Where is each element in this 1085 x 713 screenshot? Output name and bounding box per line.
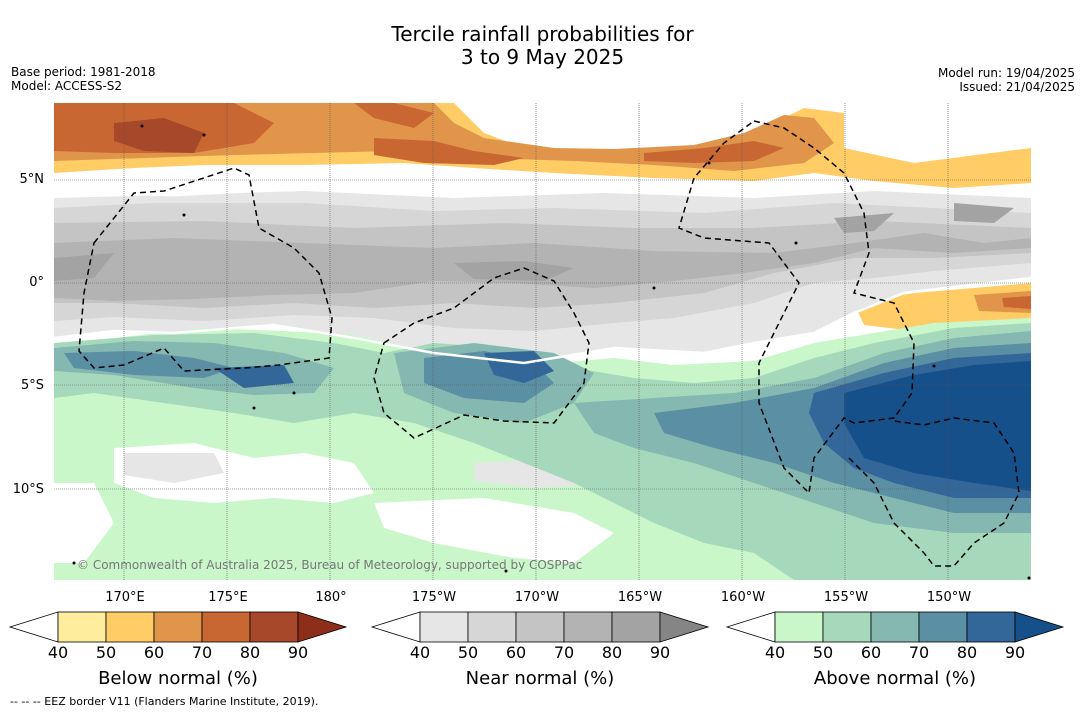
- cbar-above-tick: 50: [812, 643, 834, 662]
- cbar-near-tick: 90: [649, 643, 671, 662]
- cbar-below-seg-2: [105, 611, 155, 643]
- model-run: Model run: 19/04/2025: [937, 66, 1075, 80]
- lat-label-10s: 10°S: [12, 482, 44, 497]
- cbar-below-tick: 40: [47, 643, 69, 662]
- cbar-below-seg-6: [297, 611, 348, 643]
- colorbar-above-normal: [725, 611, 1067, 643]
- cbar-above-tick: 90: [1004, 643, 1026, 662]
- cbar-near-seg-5: [611, 611, 661, 643]
- colorbar-near-normal: [370, 611, 712, 643]
- lon-label-170e: 170°E: [105, 590, 145, 605]
- lon-label-180: 180°: [315, 590, 347, 605]
- lon-label-175w: 175°W: [411, 590, 457, 605]
- model-name: Model: ACCESS-S2: [11, 79, 123, 93]
- probability-map: [54, 103, 1031, 580]
- cbar-near-tick: 60: [505, 643, 527, 662]
- cbar-below-tick: 70: [191, 643, 213, 662]
- cbar-near-tick: 40: [409, 643, 431, 662]
- below-normal-80: [114, 118, 204, 153]
- lat-label-5n: 5°N: [19, 172, 45, 187]
- lon-label-175e: 175°E: [208, 590, 248, 605]
- cbar-above-tick: 70: [908, 643, 930, 662]
- lat-label-0: 0°: [29, 275, 44, 290]
- above-normal-60: [54, 331, 1031, 533]
- cbar-below-tick: 60: [143, 643, 165, 662]
- cbar-below-tick: 50: [95, 643, 117, 662]
- cbar-below-seg-1: [57, 611, 107, 643]
- lon-label-150w: 150°W: [926, 590, 972, 605]
- lon-label-155w: 155°W: [823, 590, 869, 605]
- below-normal-70: [54, 103, 784, 165]
- cbar-near-seg-2: [467, 611, 517, 643]
- cbar-below-tick: 80: [239, 643, 261, 662]
- colorbar-below-svg: [8, 611, 348, 643]
- copyright-notice: © Commonwealth of Australia 2025, Bureau…: [77, 558, 583, 572]
- gridlines: [54, 103, 1031, 580]
- near-normal-southwest: [54, 483, 114, 563]
- colorbar-below-normal: [8, 611, 350, 643]
- cbar-near-title: Near normal (%): [465, 668, 615, 689]
- cbar-above-seg-2: [822, 611, 872, 643]
- cbar-above-seg-1: [774, 611, 824, 643]
- meta-right: Model run: 19/04/2025 Issued: 21/04/2025: [938, 66, 1075, 94]
- above-normal-90: [844, 361, 1031, 491]
- cbar-below-title: Below normal (%): [98, 668, 258, 689]
- eez-borders: [78, 120, 1020, 567]
- cbar-above-seg-5: [966, 611, 1016, 643]
- meta-left: Base period: 1981-2018 Model: ACCESS-S2: [11, 65, 156, 93]
- below-normal-east-equator-80: [1002, 296, 1031, 309]
- cbar-above-tick: 60: [860, 643, 882, 662]
- cbar-below-seg-5: [249, 611, 299, 643]
- cbar-below-seg-4: [201, 611, 251, 643]
- colorbar-near-svg: [370, 611, 710, 643]
- near-normal-80: [54, 203, 1014, 281]
- cbar-near-tick: 80: [601, 643, 623, 662]
- cbar-below-tick: 90: [287, 643, 309, 662]
- eez-kiribati-line: [678, 120, 915, 495]
- near-normal-south-patch-2: [124, 453, 224, 483]
- cbar-near-tick: 70: [553, 643, 575, 662]
- title-line-1: Tercile rainfall probabilities for: [391, 22, 694, 46]
- cbar-near-tick: 50: [457, 643, 479, 662]
- cbar-near-seg-1: [419, 611, 469, 643]
- issued-date: Issued: 21/04/2025: [959, 80, 1075, 94]
- islands: [72, 124, 1031, 580]
- lat-label-5s: 5°S: [20, 378, 44, 393]
- lon-label-160w: 160°W: [720, 590, 766, 605]
- lon-label-165w: 165°W: [617, 590, 663, 605]
- cbar-above-tick: 40: [764, 643, 786, 662]
- cbar-above-seg-6: [1014, 611, 1065, 643]
- near-normal-south-patch-3: [374, 498, 614, 563]
- cbar-below-seg-3: [153, 611, 203, 643]
- cbar-near-seg-3: [515, 611, 565, 643]
- lon-label-170w: 170°W: [514, 590, 560, 605]
- contour-white-1: [54, 186, 1031, 197]
- eez-kiribati-gilbert: [78, 167, 333, 372]
- cbar-above-tick: 80: [956, 643, 978, 662]
- cbar-above-seg-0: [725, 611, 776, 643]
- eez-footnote: -- -- -- EEZ border V11 (Flanders Marine…: [10, 695, 319, 708]
- cbar-above-seg-3: [870, 611, 920, 643]
- eez-howland-baker: [373, 267, 590, 439]
- cbar-below-seg-0: [8, 611, 59, 643]
- base-period: Base period: 1981-2018: [11, 65, 156, 79]
- cbar-near-seg-6: [659, 611, 710, 643]
- map-svg: [54, 103, 1031, 580]
- contour-white-2: [54, 276, 1031, 365]
- cbar-near-seg-4: [563, 611, 613, 643]
- title-line-2: 3 to 9 May 2025: [460, 45, 625, 69]
- cbar-near-seg-0: [370, 611, 421, 643]
- colorbar-above-svg: [725, 611, 1065, 643]
- cbar-above-seg-4: [918, 611, 968, 643]
- cbar-above-title: Above normal (%): [813, 668, 977, 689]
